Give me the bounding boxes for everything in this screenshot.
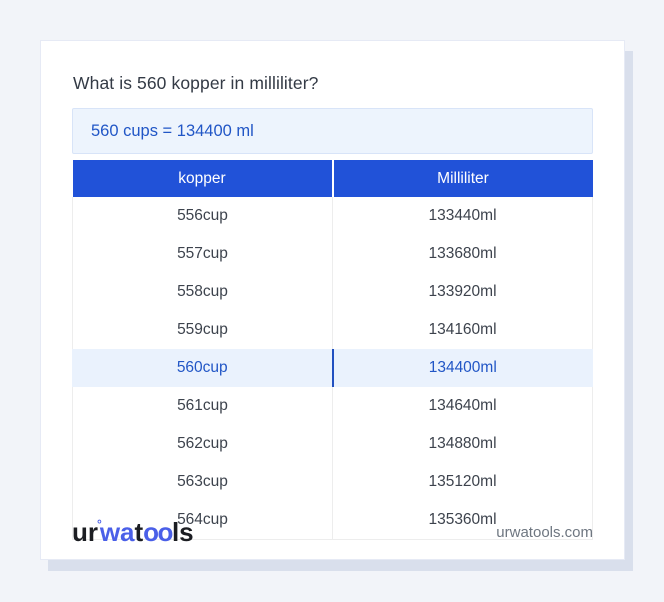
- cell-kopper: 561cup: [72, 387, 333, 425]
- table-row: 558cup 133920ml: [72, 273, 593, 311]
- table-row: 559cup 134160ml: [72, 311, 593, 349]
- table-body: 556cup 133440ml 557cup 133680ml 558cup 133920…: [72, 197, 593, 540]
- cell-milliliter: 134880ml: [332, 425, 593, 463]
- table-row: 563cup 135120ml: [72, 463, 593, 501]
- cell-milliliter: 133680ml: [332, 235, 593, 273]
- converter-card: What is 560 kopper in milliliter? 560 cu…: [40, 40, 625, 560]
- column-header-milliliter: Milliliter: [331, 160, 593, 197]
- cell-milliliter: 133920ml: [332, 273, 593, 311]
- logo-text-dark-1: ur: [72, 517, 98, 547]
- cell-kopper: 558cup: [72, 273, 333, 311]
- table-row: 564cup 135360ml: [72, 501, 593, 540]
- conversion-table: kopper Milliliter 556cup 133440ml 557cup 13…: [72, 160, 593, 540]
- answer-box: 560 cups = 134400 ml: [72, 108, 593, 154]
- cell-milliliter: 133440ml: [332, 197, 593, 235]
- answer-text: 560 cups = 134400 ml: [91, 121, 254, 140]
- table-row: 557cup 133680ml: [72, 235, 593, 273]
- cell-kopper: 564cup: [72, 501, 333, 540]
- cell-kopper: 557cup: [72, 235, 333, 273]
- cell-milliliter: 134640ml: [332, 387, 593, 425]
- logo-ring-icon: °: [97, 517, 102, 531]
- logo-text-dark-3: ls: [171, 517, 194, 547]
- table-header-row: kopper Milliliter: [72, 160, 593, 197]
- table-row: 562cup 134880ml: [72, 425, 593, 463]
- column-header-kopper: kopper: [72, 160, 333, 197]
- cell-kopper: 556cup: [72, 197, 333, 235]
- card-footer: ur°watools urwatools.com: [72, 517, 593, 547]
- table-row: 561cup 134640ml: [72, 387, 593, 425]
- cell-milliliter: 135120ml: [332, 463, 593, 501]
- table-row: 560cup 134400ml: [72, 349, 593, 387]
- cell-milliliter: 134160ml: [332, 311, 593, 349]
- cell-milliliter: 134400ml: [331, 349, 593, 387]
- cell-kopper: 562cup: [72, 425, 333, 463]
- cell-kopper: 559cup: [72, 311, 333, 349]
- cell-kopper: 560cup: [72, 349, 333, 387]
- logo-text-blue-1: wa: [99, 517, 135, 547]
- logo-text-dark-2: t: [134, 517, 144, 547]
- logo-text-blue-2: oo: [143, 517, 173, 547]
- urwatools-logo[interactable]: ur°watools: [72, 517, 194, 547]
- page-title: What is 560 kopper in milliliter?: [73, 73, 319, 93]
- table-row: 556cup 133440ml: [72, 197, 593, 235]
- cell-kopper: 563cup: [72, 463, 333, 501]
- site-url-text: urwatools.com: [496, 523, 593, 541]
- cell-milliliter: 135360ml: [332, 501, 593, 540]
